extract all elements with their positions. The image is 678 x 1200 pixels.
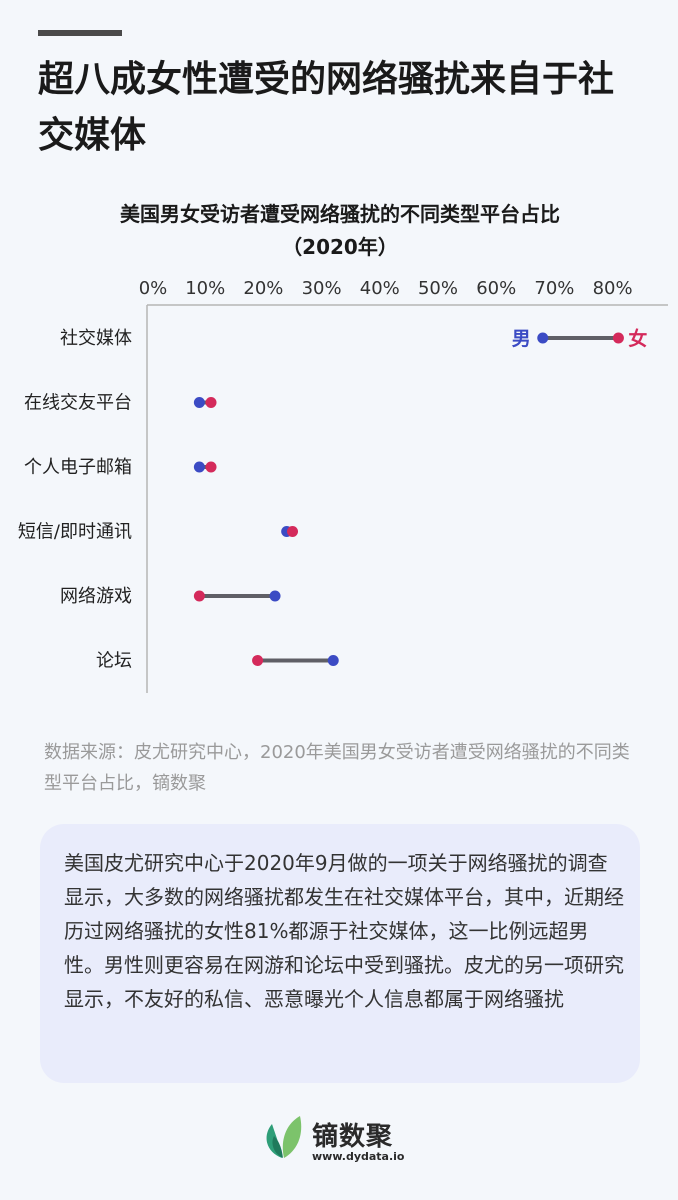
male-point [269, 590, 281, 602]
x-tick-label: 30% [302, 278, 342, 299]
female-point [287, 526, 298, 537]
brand-logo: 镝数聚 www.dydata.io [262, 1114, 422, 1170]
female-point [193, 590, 205, 602]
dumbbell-chart: 0% 10% 20% 30% 40% 50% 60% 70% 80% 社交媒体 男 女在线交友平台个人… [18, 278, 668, 693]
category-label: 论坛 [96, 651, 132, 672]
summary-text: 美国皮尤研究中心于2020年9月做的一项关于网络骚扰的调查显示，大多数的网络骚扰… [64, 851, 624, 1011]
female-point [612, 332, 624, 344]
x-tick-label: 80% [593, 278, 633, 299]
brand-url: www.dydata.io [312, 1150, 405, 1163]
headline: 超八成女性遭受的网络骚扰来自于社交媒体 [38, 59, 615, 156]
x-tick-label: 40% [360, 278, 400, 299]
x-tick-label: 0% [139, 278, 168, 299]
x-tick-label: 20% [243, 278, 283, 299]
male-annotation: 男 [512, 328, 531, 350]
chart-title-year: （2020年） [282, 235, 398, 259]
chart-title: 美国男女受访者遭受网络骚扰的不同类型平台占比 （2020年） [40, 198, 640, 264]
x-tick-label: 70% [534, 278, 574, 299]
x-tick-label: 10% [185, 278, 225, 299]
female-point [205, 397, 217, 408]
brand-name: 镝数聚 [312, 1122, 394, 1152]
category-label: 个人电子邮箱 [24, 457, 132, 478]
male-point [327, 655, 339, 666]
chart-title-main: 美国男女受访者遭受网络骚扰的不同类型平台占比 [120, 202, 560, 226]
summary-card: 美国皮尤研究中心于2020年9月做的一项关于网络骚扰的调查显示，大多数的网络骚扰… [40, 824, 640, 1083]
category-label: 社交媒体 [60, 328, 132, 349]
male-point [193, 461, 205, 473]
male-point [537, 332, 549, 344]
x-tick-label: 50% [418, 278, 458, 299]
data-source: 数据来源：皮尤研究中心，2020年美国男女受访者遭受网络骚扰的不同类型平台占比，… [44, 742, 630, 794]
male-point [193, 397, 205, 408]
category-label: 网络游戏 [60, 586, 132, 607]
category-label: 在线交友平台 [24, 393, 132, 414]
female-point [252, 655, 264, 666]
top-accent-bar [38, 30, 122, 36]
category-label: 短信/即时通讯 [18, 522, 132, 543]
female-point [205, 461, 217, 473]
female-annotation: 女 [628, 327, 647, 350]
x-tick-label: 60% [476, 278, 516, 299]
leaf-logo-icon [266, 1116, 302, 1158]
